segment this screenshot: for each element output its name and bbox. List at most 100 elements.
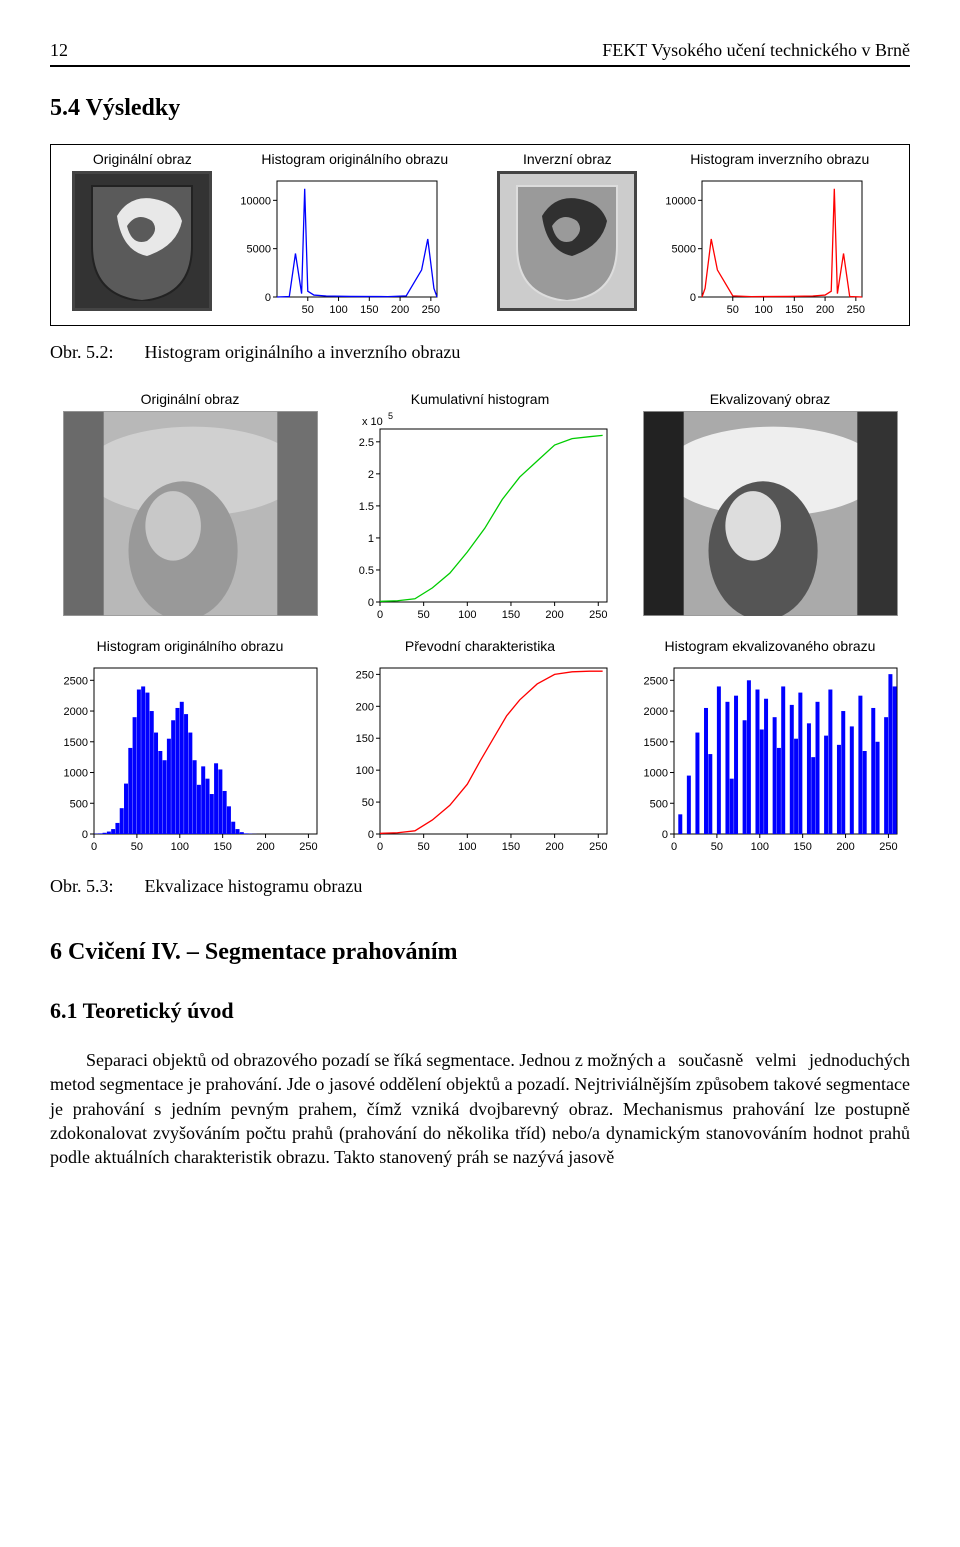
lena-equalized-image — [643, 411, 898, 616]
svg-text:150: 150 — [502, 841, 520, 853]
fig53-r2c3-title: Histogram ekvalizovaného obrazu — [632, 638, 908, 654]
svg-text:250: 250 — [356, 669, 374, 681]
fig53-r1c3-title: Ekvalizovaný obraz — [632, 391, 908, 407]
svg-text:150: 150 — [213, 841, 231, 853]
svg-text:100: 100 — [356, 765, 374, 777]
figure-5-2-caption: Obr. 5.2: Histogram originálního a inver… — [50, 342, 910, 363]
svg-text:1.5: 1.5 — [359, 501, 374, 513]
svg-text:200: 200 — [256, 841, 274, 853]
svg-text:150: 150 — [785, 304, 803, 316]
svg-text:5000: 5000 — [246, 244, 270, 256]
svg-text:200: 200 — [545, 609, 563, 621]
svg-text:x 10: x 10 — [362, 416, 383, 428]
chapter-6-title: 6 Cvičení IV. – Segmentace prahováním — [50, 939, 910, 966]
svg-text:1: 1 — [368, 533, 374, 545]
svg-text:5000: 5000 — [671, 244, 695, 256]
svg-text:100: 100 — [329, 304, 347, 316]
svg-text:250: 250 — [299, 841, 317, 853]
fig52-panel1-title: Originální obraz — [57, 151, 228, 167]
histogram-inverse-chart: 50 100 150 200 250 0 5000 10000 — [657, 171, 872, 321]
svg-text:200: 200 — [836, 841, 854, 853]
svg-text:0: 0 — [82, 829, 88, 841]
svg-text:1500: 1500 — [644, 737, 668, 749]
section-6-1-title: 6.1 Teoretický úvod — [50, 998, 910, 1024]
caption-label: Obr. 5.3: — [50, 876, 140, 897]
crest-original-image — [72, 171, 212, 311]
svg-text:0: 0 — [377, 609, 383, 621]
svg-text:50: 50 — [726, 304, 738, 316]
svg-text:2500: 2500 — [644, 675, 668, 687]
svg-text:2000: 2000 — [644, 706, 668, 718]
svg-text:150: 150 — [360, 304, 378, 316]
caption-text: Ekvalizace histogramu obrazu — [145, 876, 363, 896]
svg-text:200: 200 — [545, 841, 563, 853]
svg-text:0: 0 — [91, 841, 97, 853]
svg-text:50: 50 — [418, 841, 430, 853]
svg-text:2000: 2000 — [64, 706, 88, 718]
body-p1-first-line: Separaci objektů od obrazového pozadí se… — [50, 1048, 666, 1072]
svg-text:0: 0 — [671, 841, 677, 853]
figure-5-3: Originální obraz Kumulativní histogram 0… — [50, 389, 910, 860]
figure-5-3-caption: Obr. 5.3: Ekvalizace histogramu obrazu — [50, 876, 910, 897]
cumulative-histogram-chart: 0 50 100 150 200 250 0 0.5 1 1.5 2 2.5 x 10 5 — [342, 411, 617, 626]
page-number: 12 — [50, 40, 68, 61]
svg-text:50: 50 — [131, 841, 143, 853]
svg-text:100: 100 — [458, 841, 476, 853]
svg-text:0.5: 0.5 — [359, 565, 374, 577]
fig53-r2c2-title: Převodní charakteristika — [342, 638, 618, 654]
svg-text:150: 150 — [356, 733, 374, 745]
svg-text:100: 100 — [458, 609, 476, 621]
svg-text:250: 250 — [421, 304, 439, 316]
svg-text:250: 250 — [846, 304, 864, 316]
svg-text:0: 0 — [368, 597, 374, 609]
svg-text:50: 50 — [711, 841, 723, 853]
svg-text:10000: 10000 — [665, 195, 696, 207]
page-header: 12 FEKT Vysokého učení technického v Brn… — [50, 40, 910, 67]
lena-original-image — [63, 411, 318, 616]
svg-text:2.5: 2.5 — [359, 437, 374, 449]
svg-text:200: 200 — [356, 701, 374, 713]
svg-text:150: 150 — [793, 841, 811, 853]
svg-text:250: 250 — [589, 609, 607, 621]
svg-text:1000: 1000 — [644, 768, 668, 780]
fig52-panel4-title: Histogram inverzního obrazu — [657, 151, 903, 167]
fig52-panel2-title: Histogram originálního obrazu — [232, 151, 478, 167]
svg-text:50: 50 — [362, 797, 374, 809]
svg-text:100: 100 — [754, 304, 772, 316]
svg-text:200: 200 — [815, 304, 833, 316]
svg-text:1500: 1500 — [64, 737, 88, 749]
svg-text:0: 0 — [662, 829, 668, 841]
crest-inverse-image — [497, 171, 637, 311]
transfer-characteristic-chart: 0 50 100 150 200 250 0 50 100 150 200 250 — [342, 658, 617, 858]
caption-label: Obr. 5.2: — [50, 342, 140, 363]
svg-text:10000: 10000 — [240, 195, 271, 207]
fig52-panel3-title: Inverzní obraz — [482, 151, 653, 167]
svg-text:0: 0 — [368, 829, 374, 841]
histogram-original-bar-chart: 05010015020025005001000150020002500 — [52, 658, 327, 858]
svg-text:5: 5 — [388, 411, 393, 421]
section-5-4-title: 5.4 Výsledky — [50, 95, 910, 122]
svg-text:2: 2 — [368, 469, 374, 481]
svg-text:1000: 1000 — [64, 768, 88, 780]
svg-text:500: 500 — [70, 798, 88, 810]
svg-text:50: 50 — [301, 304, 313, 316]
svg-text:50: 50 — [418, 609, 430, 621]
fig53-r1c1-title: Originální obraz — [52, 391, 328, 407]
svg-text:0: 0 — [264, 292, 270, 304]
svg-text:250: 250 — [879, 841, 897, 853]
histogram-equalized-bar-chart: 05010015020025005001000150020002500 — [632, 658, 907, 858]
svg-text:0: 0 — [377, 841, 383, 853]
body-paragraph-1: Separaci objektů od obrazového pozadí se… — [50, 1048, 910, 1169]
fig53-r2c1-title: Histogram originálního obrazu — [52, 638, 328, 654]
svg-text:500: 500 — [650, 798, 668, 810]
figure-5-2: Originální obraz Histogram originálního … — [50, 144, 910, 326]
svg-text:100: 100 — [751, 841, 769, 853]
svg-text:200: 200 — [390, 304, 408, 316]
caption-text: Histogram originálního a inverzního obra… — [145, 342, 461, 362]
fig53-r1c2-title: Kumulativní histogram — [342, 391, 618, 407]
svg-text:2500: 2500 — [64, 675, 88, 687]
svg-text:100: 100 — [171, 841, 189, 853]
svg-text:0: 0 — [689, 292, 695, 304]
svg-text:250: 250 — [589, 841, 607, 853]
svg-text:150: 150 — [502, 609, 520, 621]
